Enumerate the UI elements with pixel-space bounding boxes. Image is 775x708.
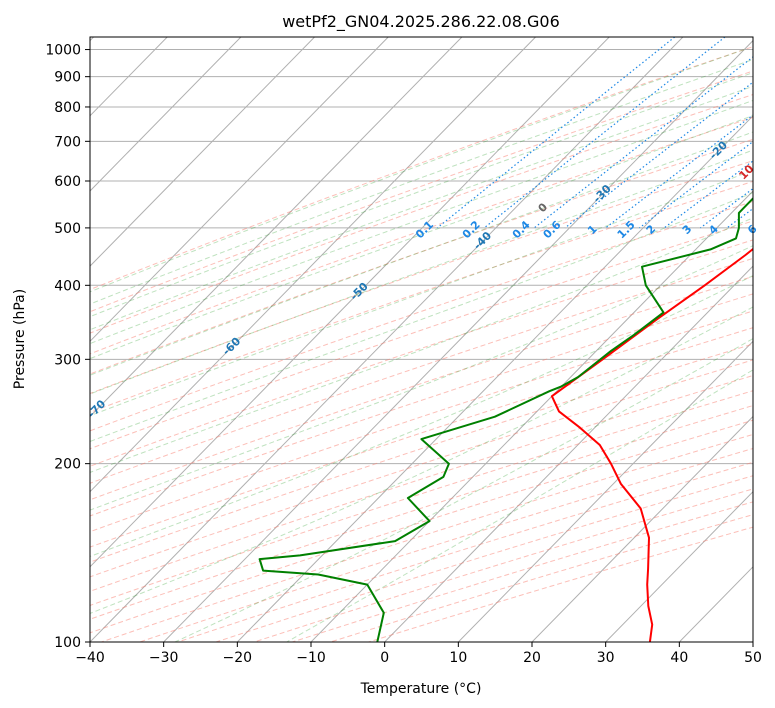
mixing-ratio-line bbox=[437, 37, 676, 229]
mixing-ratio-line bbox=[639, 140, 753, 229]
temperature-profile-line bbox=[550, 247, 753, 642]
isotherm-line bbox=[531, 415, 753, 642]
dry-adiabat-line bbox=[90, 116, 753, 355]
x-tick-label: 20 bbox=[523, 650, 541, 666]
dewpoint-profile-line bbox=[258, 197, 753, 642]
y-axis-title: Pressure (hPa) bbox=[12, 289, 28, 389]
x-axis-title: Temperature (°C) bbox=[360, 681, 482, 697]
dry-adiabat-line bbox=[90, 327, 753, 548]
mixing-ratio-label: 8 bbox=[774, 222, 775, 237]
moist-adiabat-line bbox=[90, 72, 753, 318]
y-tick-label: 700 bbox=[54, 134, 81, 150]
x-tick-label: 40 bbox=[670, 650, 688, 666]
dry-adiabat-line bbox=[90, 374, 753, 592]
dry-adiabat-line bbox=[90, 310, 753, 533]
moist-adiabat-line bbox=[90, 217, 753, 473]
y-tick-label: 100 bbox=[54, 635, 81, 651]
y-tick-label: 600 bbox=[54, 174, 81, 190]
dry-adiabat-line bbox=[90, 180, 753, 413]
dry-adiabat-line bbox=[90, 70, 753, 313]
x-tick-label: 50 bbox=[744, 650, 762, 666]
dry-adiabat-line bbox=[90, 275, 753, 501]
isotherm-line bbox=[90, 37, 389, 343]
moist-adiabat-line bbox=[90, 306, 753, 614]
x-tick-label: −30 bbox=[149, 650, 179, 666]
x-tick-label: −20 bbox=[223, 650, 253, 666]
background-lines bbox=[90, 37, 753, 642]
moist-adiabat-line bbox=[90, 58, 753, 305]
dry-adiabat-line bbox=[90, 343, 753, 563]
x-tick-label: −40 bbox=[75, 650, 105, 666]
mixing-ratio-line bbox=[564, 81, 753, 229]
isotherm-line bbox=[90, 37, 315, 267]
dry-adiabat-line bbox=[90, 390, 753, 606]
x-tick-label: 30 bbox=[597, 650, 615, 666]
isotherm-line bbox=[457, 340, 753, 642]
profile-lines bbox=[258, 197, 753, 642]
moist-adiabat-line bbox=[174, 338, 753, 642]
plot-frame bbox=[89, 36, 754, 643]
isotherm-line bbox=[90, 37, 463, 418]
isotherm-line bbox=[90, 37, 242, 192]
isotherm-line bbox=[236, 115, 753, 642]
isotherm-line bbox=[384, 265, 753, 642]
y-tick-label: 200 bbox=[54, 457, 81, 473]
x-tick-label: −10 bbox=[296, 650, 326, 666]
y-tick-label: 300 bbox=[54, 352, 81, 368]
y-tick-label: 400 bbox=[54, 278, 81, 294]
isotherm-line bbox=[90, 37, 684, 642]
y-tick-label: 1000 bbox=[45, 43, 81, 59]
mixing-ratio-line bbox=[533, 56, 753, 229]
dry-adiabat-line bbox=[90, 46, 753, 291]
axes: −40 −30 −20 −10 0 10 20 30 40 50 1000 900 800 700 600 5… bbox=[45, 43, 762, 666]
dry-adiabat-line bbox=[90, 160, 753, 395]
moist-adiabat-line bbox=[90, 192, 753, 443]
x-tick-label: 10 bbox=[449, 650, 467, 666]
moist-adiabat-line bbox=[90, 169, 753, 417]
x-tick-label: 0 bbox=[380, 650, 389, 666]
dry-adiabat-line bbox=[90, 359, 753, 578]
chart-title: wetPf2_GN04.2025.286.22.08.G06 bbox=[282, 12, 560, 32]
isotherm-line bbox=[90, 37, 610, 568]
moist-adiabat-line bbox=[90, 85, 753, 331]
isotherm-line bbox=[163, 39, 753, 642]
y-tick-label: 800 bbox=[54, 100, 81, 116]
moist-adiabat-line bbox=[90, 245, 753, 511]
plot-area bbox=[90, 37, 753, 642]
y-tick-label: 900 bbox=[54, 70, 81, 86]
y-tick-label: 500 bbox=[54, 221, 81, 237]
isotherm-line bbox=[90, 37, 536, 493]
dry-adiabat-line bbox=[90, 293, 753, 517]
